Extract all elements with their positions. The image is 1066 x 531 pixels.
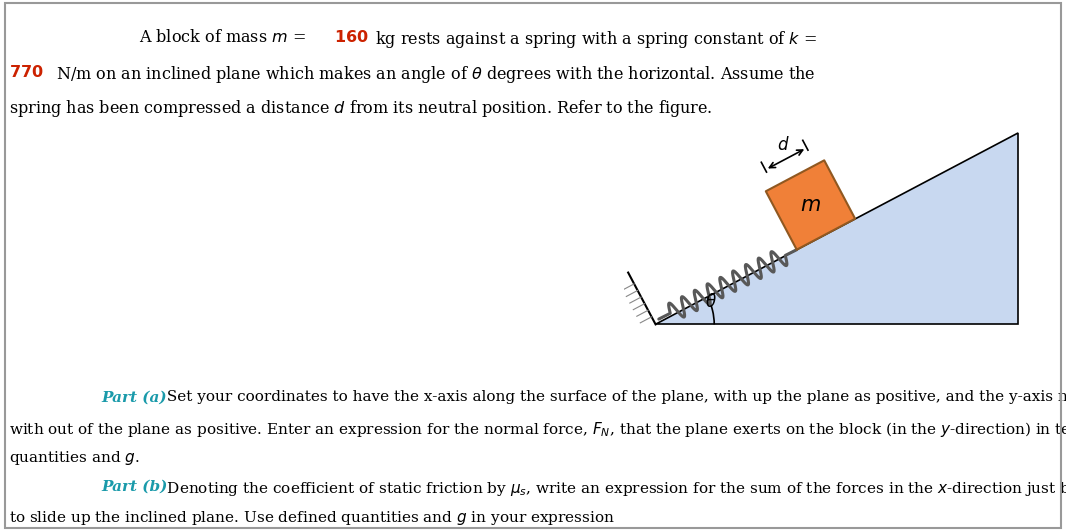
Text: spring has been compressed a distance $d$ from its neutral position. Refer to th: spring has been compressed a distance $d… [9, 98, 712, 119]
Text: $\mathbf{770}$: $\mathbf{770}$ [9, 64, 44, 81]
Text: Part (b): Part (b) [101, 479, 167, 494]
Text: $\theta$: $\theta$ [706, 294, 717, 312]
Text: Part (a): Part (a) [101, 390, 167, 404]
Text: $d$: $d$ [777, 136, 790, 154]
Text: Denoting the coefficient of static friction by $\mu_s$, write an expression for : Denoting the coefficient of static frict… [162, 479, 1066, 498]
Text: $\mathbf{160}$: $\mathbf{160}$ [334, 29, 368, 46]
Polygon shape [656, 133, 1018, 324]
Text: to slide up the inclined plane. Use defined quantities and $g$ in your expressio: to slide up the inclined plane. Use defi… [9, 509, 615, 527]
Text: N/m on an inclined plane which makes an angle of $\theta$ degrees with the horiz: N/m on an inclined plane which makes an … [51, 64, 815, 85]
Polygon shape [765, 160, 855, 250]
Text: Set your coordinates to have the x-axis along the surface of the plane, with up : Set your coordinates to have the x-axis … [162, 390, 1066, 404]
Text: with out of the plane as positive. Enter an expression for the normal force, $F_: with out of the plane as positive. Enter… [9, 419, 1066, 439]
Text: $m$: $m$ [800, 195, 821, 215]
Text: quantities and $g$.: quantities and $g$. [9, 449, 140, 467]
Text: A block of mass $m$ =: A block of mass $m$ = [139, 29, 307, 46]
Text: kg rests against a spring with a spring constant of $k$ =: kg rests against a spring with a spring … [370, 29, 817, 50]
